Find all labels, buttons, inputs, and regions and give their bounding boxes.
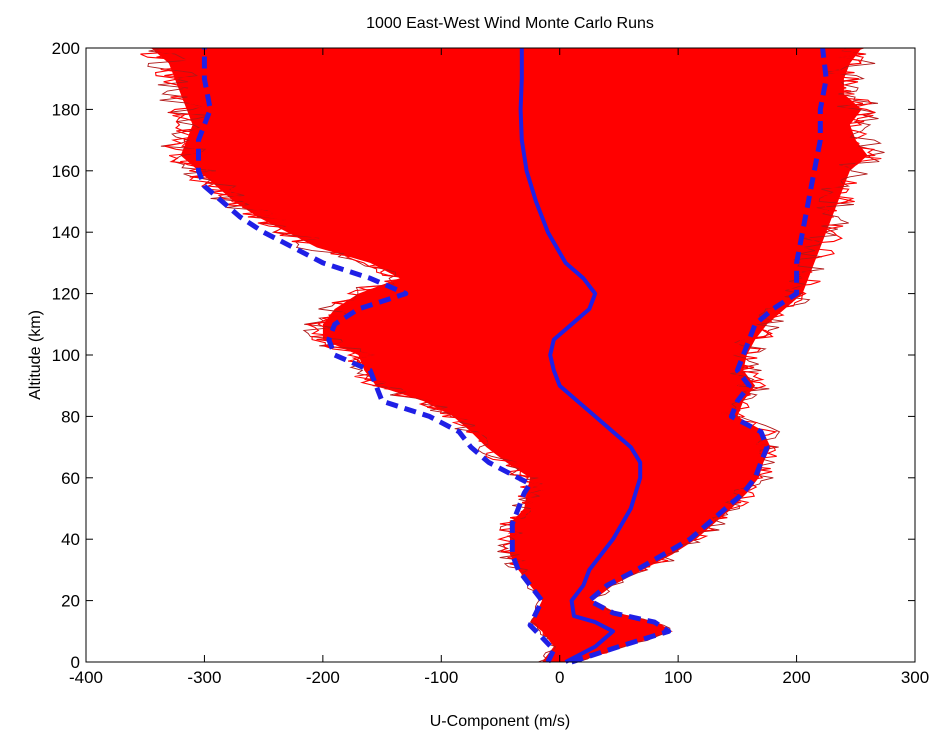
x-tick-label: -200 (306, 668, 340, 687)
y-axis-label: Altitude (km) (27, 310, 44, 400)
y-tick-label: 140 (52, 223, 80, 242)
y-tick-label: 20 (61, 592, 80, 611)
y-tick-label: 0 (71, 653, 80, 672)
monte-carlo-run-upper-2 (573, 47, 882, 663)
x-tick-label: -100 (424, 668, 458, 687)
y-tick-label: 200 (52, 39, 80, 58)
series-line-0 (518, 48, 643, 664)
plot-area (140, 47, 885, 665)
series-line-2 (570, 47, 829, 665)
chart-title: 1000 East-West Wind Monte Carlo Runs (366, 15, 654, 32)
x-tick-label: -300 (187, 668, 221, 687)
x-tick-label: 300 (901, 668, 929, 687)
x-axis-label: U-Component (m/s) (430, 713, 570, 730)
x-tick-label: 200 (782, 668, 810, 687)
x-tick-label: 0 (555, 668, 564, 687)
y-axis: 0 20 40 60 80 100 120 140 160 180 200 (52, 39, 915, 672)
x-axis: -400 -300 -200 -100 0 100 200 300 (69, 48, 929, 687)
y-tick-label: 100 (52, 346, 80, 365)
y-tick-label: 120 (52, 285, 80, 304)
x-tick-label: 100 (664, 668, 692, 687)
y-tick-label: 180 (52, 100, 80, 119)
x-tick-label: -400 (69, 668, 103, 687)
ensemble-envelope (151, 48, 868, 662)
y-tick-label: 40 (61, 530, 80, 549)
y-tick-label: 80 (61, 407, 80, 426)
series-line-1 (196, 48, 557, 664)
y-tick-label: 160 (52, 162, 80, 181)
y-tick-label: 60 (61, 469, 80, 488)
